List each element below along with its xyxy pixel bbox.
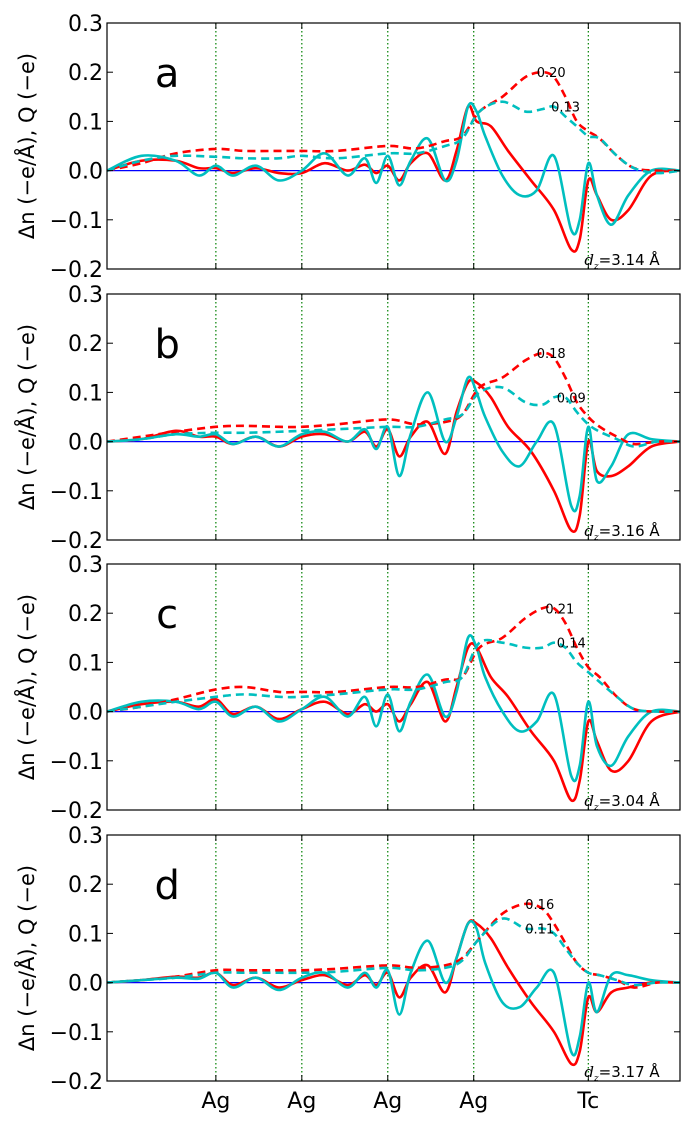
series-group (107, 902, 680, 1067)
ytick-label: 0.3 (68, 553, 103, 578)
panel-b: −0.2 −0.1 0.0 0.1 0.2 0.3 Δn (−e/Å), Q (−e) b 0.… (13, 283, 681, 554)
dz-symbol: d (584, 1063, 594, 1081)
ytick-label: 0.0 (68, 160, 103, 185)
dz-value: =3.14 Å (599, 250, 661, 269)
y-axis-label: Δn (−e/Å), Q (−e) (13, 324, 39, 510)
panel-letter: a (155, 51, 180, 97)
y-axis-label: Δn (−e/Å), Q (−e) (13, 865, 39, 1051)
axes-frame (106, 22, 681, 270)
dz-value: =3.17 Å (599, 1062, 661, 1081)
dz-label: dz=3.16 Å (584, 521, 660, 543)
ytick-label: 0.3 (68, 824, 103, 849)
q-cyan-line (107, 385, 680, 448)
ytick-label: 0.1 (68, 651, 103, 676)
ytick-label: 0.3 (68, 283, 103, 308)
dz-symbol: d (584, 792, 594, 810)
data-label: 0.16 (525, 898, 554, 913)
q-red-line (107, 902, 680, 989)
q-cyan-line (107, 100, 680, 175)
xtick-label: Ag (287, 1089, 316, 1114)
data-label: 0.13 (551, 101, 580, 116)
y-axis-label: Δn (−e/Å), Q (−e) (13, 594, 39, 780)
data-label: 0.21 (545, 602, 574, 617)
series-group (107, 70, 680, 253)
ytick-label: −0.2 (50, 799, 103, 824)
ytick-label: 0.2 (68, 602, 103, 627)
panel-c: −0.2 −0.1 0.0 0.1 0.2 0.3 Δn (−e/Å), Q (−e) c 0.… (13, 553, 681, 824)
y-axis-label: Δn (−e/Å), Q (−e) (13, 53, 39, 239)
data-label: 0.09 (557, 391, 586, 406)
ytick-label: 0.2 (68, 873, 103, 898)
dn-cyan-line (107, 634, 680, 783)
q-red-line (107, 70, 680, 173)
axes-frame (106, 293, 681, 541)
ytick-label: 0.1 (68, 922, 103, 947)
dz-subscript: z (593, 1074, 599, 1084)
dz-label: dz=3.14 Å (584, 250, 660, 272)
ytick-label: 0.1 (68, 110, 103, 135)
panel-letter: b (154, 322, 179, 368)
dz-value: =3.16 Å (599, 521, 661, 540)
axes-frame (106, 563, 681, 811)
ytick-label: 0.0 (68, 701, 103, 726)
dn-cyan-line (107, 919, 680, 1057)
panel-a: −0.2 −0.1 0.0 0.1 0.2 0.3 Δn (−e/Å), Q (−e) a 0.… (13, 12, 681, 283)
ytick-label: −0.1 (50, 1021, 103, 1046)
dz-subscript: z (593, 262, 599, 272)
ytick-label: −0.1 (50, 209, 103, 234)
dn-red-line (107, 919, 680, 1067)
ytick-label: −0.1 (50, 750, 103, 775)
ytick-label: −0.2 (50, 529, 103, 554)
ytick-label: 0.0 (68, 431, 103, 456)
dz-label: dz=3.17 Å (584, 1062, 660, 1084)
dz-symbol: d (584, 522, 594, 540)
data-label: 0.18 (537, 347, 566, 362)
data-label: 0.20 (537, 66, 566, 81)
xtick-label: Ag (373, 1089, 402, 1114)
series-group (107, 605, 680, 803)
ytick-label: 0.0 (68, 972, 103, 997)
dz-value: =3.04 Å (599, 791, 661, 810)
dz-subscript: z (593, 803, 599, 813)
ytick-label: 0.1 (68, 381, 103, 406)
q-red-line (107, 351, 680, 446)
dn-red-line (107, 642, 680, 803)
ytick-label: −0.2 (50, 1070, 103, 1095)
dn-cyan-line (107, 101, 680, 236)
dz-label: dz=3.04 Å (584, 791, 660, 813)
q-cyan-line (107, 917, 680, 987)
ytick-label: 0.2 (68, 332, 103, 357)
q-cyan-line (107, 638, 680, 714)
xtick-label: Ag (459, 1089, 488, 1114)
ytick-label: −0.1 (50, 480, 103, 505)
dn-cyan-line (107, 375, 680, 513)
xtick-label: Ag (201, 1089, 230, 1114)
panel-d: −0.2 −0.1 0.0 0.1 0.2 0.3 Δn (−e/Å), Q (−e) d 0.… (13, 824, 681, 1114)
xtick-label: Tc (576, 1089, 599, 1114)
ytick-label: −0.2 (50, 258, 103, 283)
ytick-label: 0.2 (68, 61, 103, 86)
data-label: 0.14 (557, 637, 586, 652)
ytick-label: 0.3 (68, 12, 103, 37)
dz-symbol: d (584, 251, 594, 269)
panel-letter: d (154, 863, 179, 909)
series-group (107, 351, 680, 533)
q-red-line (107, 605, 680, 714)
panel-letter: c (156, 592, 178, 638)
data-label: 0.11 (525, 922, 554, 937)
axes-frame (106, 834, 681, 1082)
dz-subscript: z (593, 533, 599, 543)
